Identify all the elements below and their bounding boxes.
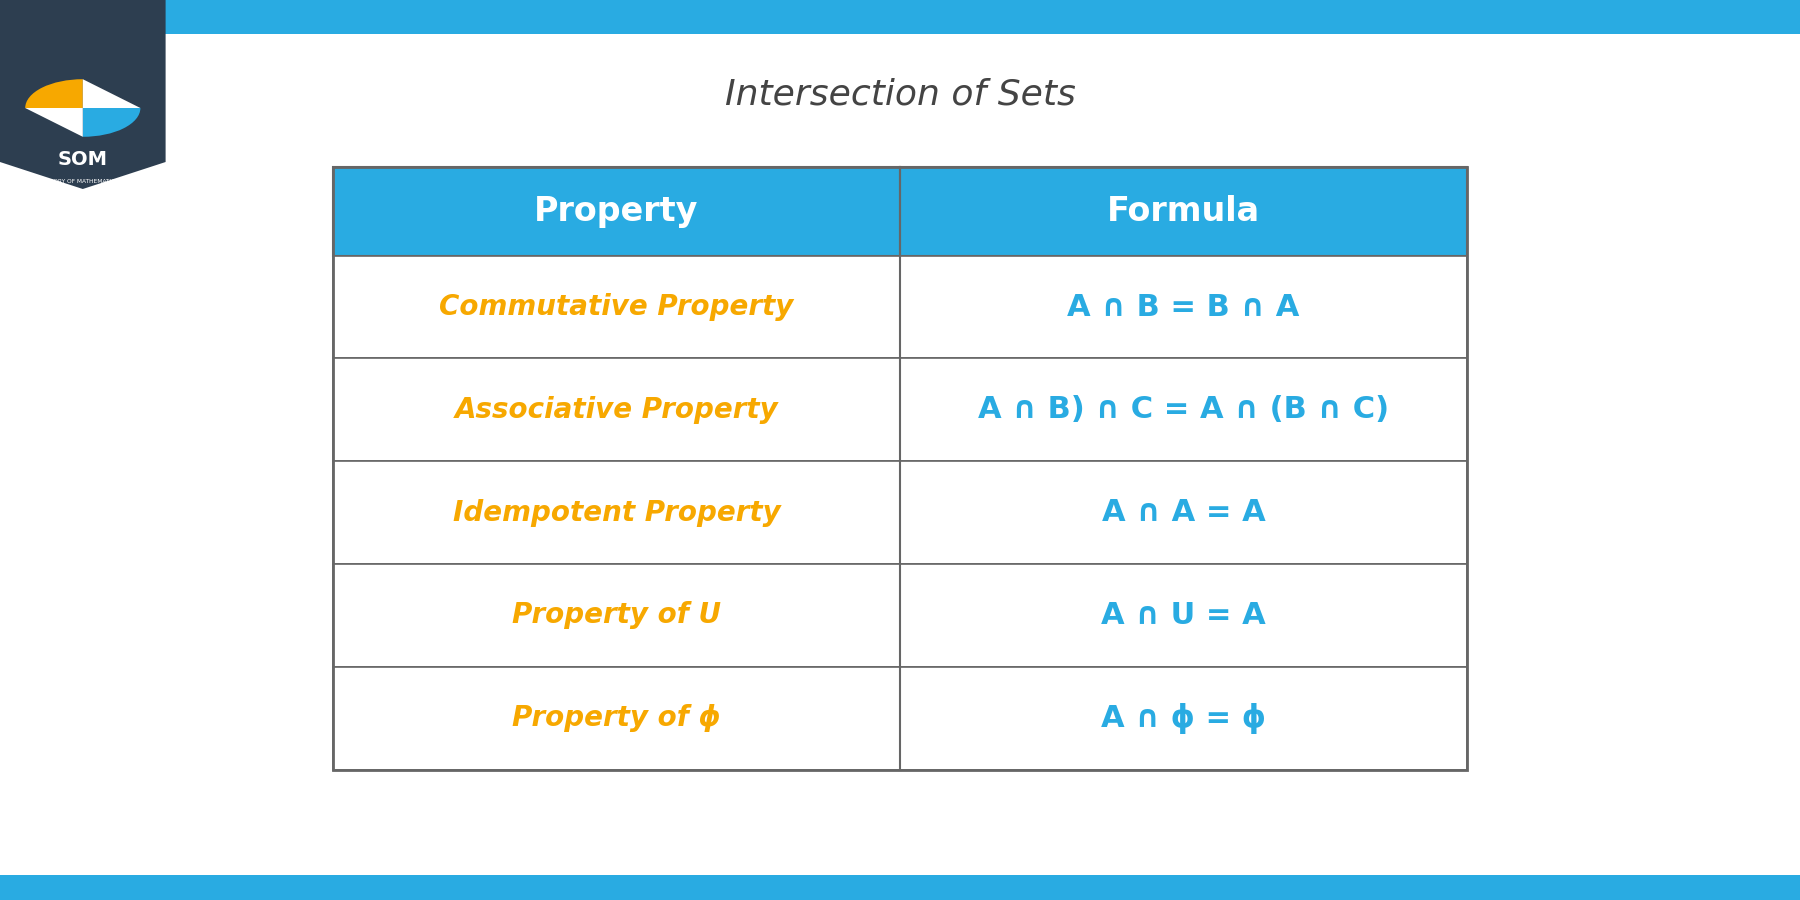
FancyBboxPatch shape — [900, 461, 1467, 564]
FancyBboxPatch shape — [900, 256, 1467, 358]
Text: Idempotent Property: Idempotent Property — [452, 499, 781, 526]
FancyBboxPatch shape — [333, 166, 1467, 256]
FancyBboxPatch shape — [333, 667, 900, 770]
FancyBboxPatch shape — [333, 461, 900, 564]
FancyBboxPatch shape — [900, 564, 1467, 667]
FancyBboxPatch shape — [333, 564, 900, 667]
Text: SOM: SOM — [58, 149, 108, 169]
Text: A ∩ B = B ∩ A: A ∩ B = B ∩ A — [1067, 292, 1300, 321]
Text: A ∩ A = A: A ∩ A = A — [1102, 498, 1265, 527]
FancyBboxPatch shape — [333, 358, 900, 461]
Text: Commutative Property: Commutative Property — [439, 293, 794, 321]
Text: Property of U: Property of U — [511, 601, 722, 629]
FancyBboxPatch shape — [0, 0, 1800, 34]
Wedge shape — [25, 79, 83, 108]
Text: Property: Property — [535, 194, 698, 228]
FancyBboxPatch shape — [900, 667, 1467, 770]
Text: Associative Property: Associative Property — [455, 396, 778, 424]
Polygon shape — [83, 79, 140, 108]
Text: Intersection of Sets: Intersection of Sets — [725, 77, 1075, 112]
Text: Property of ϕ: Property of ϕ — [513, 704, 720, 732]
Text: A ∩ U = A: A ∩ U = A — [1102, 601, 1265, 630]
Text: STORY OF MATHEMATICS: STORY OF MATHEMATICS — [47, 179, 119, 184]
FancyBboxPatch shape — [0, 875, 1800, 900]
FancyBboxPatch shape — [333, 256, 900, 358]
Text: Formula: Formula — [1107, 194, 1260, 228]
Wedge shape — [83, 108, 140, 137]
Text: A ∩ B) ∩ C = A ∩ (B ∩ C): A ∩ B) ∩ C = A ∩ (B ∩ C) — [977, 395, 1390, 425]
Polygon shape — [0, 0, 166, 189]
Polygon shape — [25, 108, 83, 137]
Text: A ∩ ϕ = ϕ: A ∩ ϕ = ϕ — [1102, 703, 1265, 733]
FancyBboxPatch shape — [900, 358, 1467, 461]
